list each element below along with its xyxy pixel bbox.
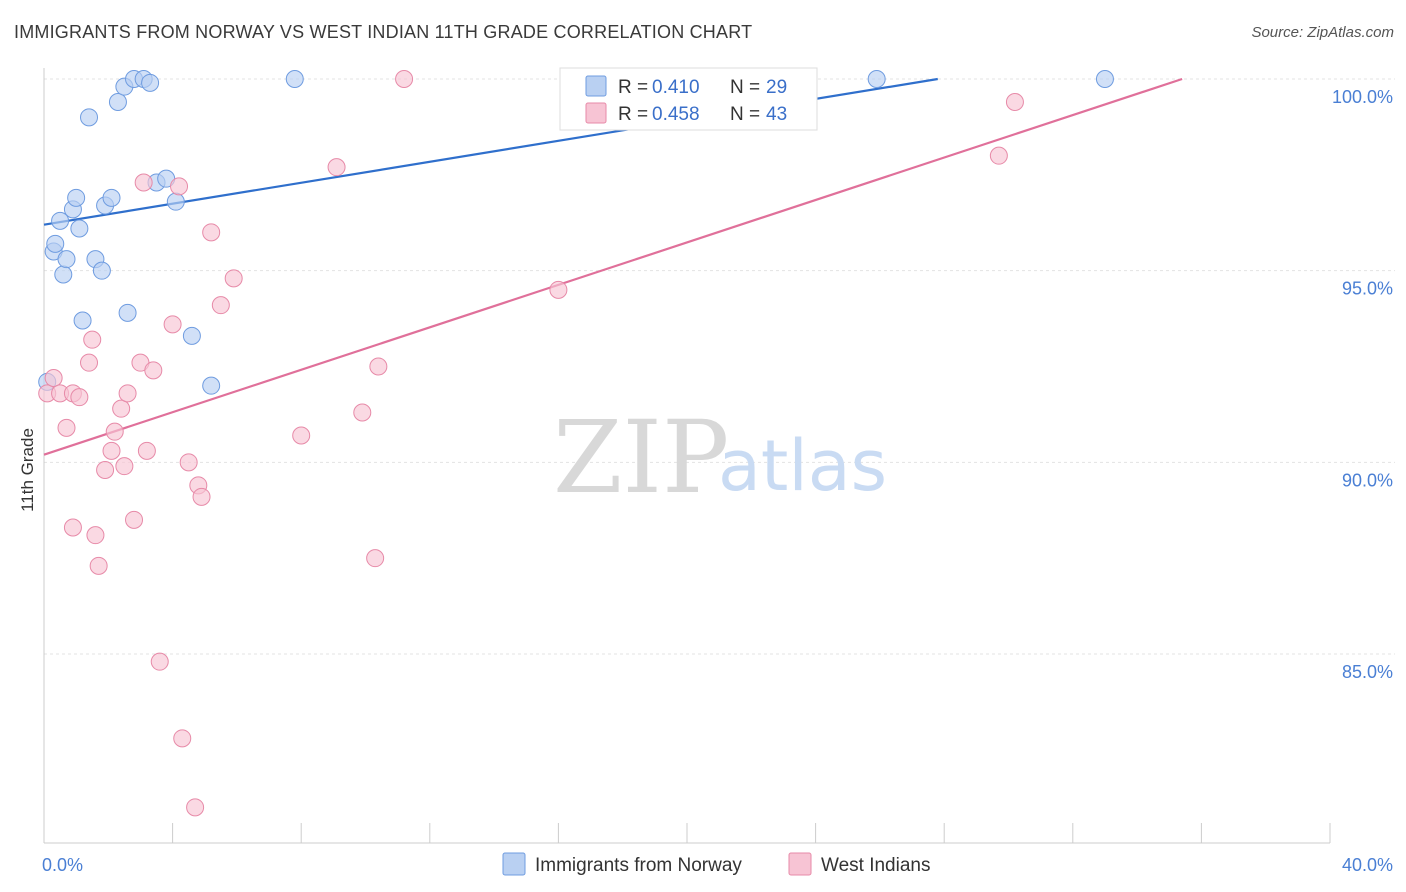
data-point-west-indians: [63, 518, 82, 537]
data-point-west-indians: [144, 361, 163, 380]
watermark-atlas: atlas: [718, 425, 887, 507]
data-point-norway: [202, 376, 221, 395]
y-tick-labels: 100.0% 95.0% 90.0% 85.0%: [1332, 87, 1393, 682]
data-point-norway: [92, 261, 111, 280]
legend-n-label: N =: [730, 104, 760, 125]
x-tick-label: 40.0%: [1342, 855, 1393, 875]
y-tick-label: 85.0%: [1342, 662, 1393, 682]
y-tick-label: 90.0%: [1342, 470, 1393, 490]
data-point-west-indians: [44, 369, 63, 387]
y-tick-label: 95.0%: [1342, 279, 1393, 299]
y-tick-label: 100.0%: [1332, 87, 1393, 107]
data-point-norway: [1095, 70, 1114, 88]
data-point-norway: [51, 211, 70, 230]
data-point-west-indians: [150, 652, 169, 671]
x-tick-labels: 0.0% 40.0%: [42, 855, 1393, 875]
data-point-norway: [867, 70, 886, 88]
data-point-west-indians: [112, 399, 131, 418]
legend-n-value: 29: [766, 77, 787, 98]
legend-r-label: R =: [618, 77, 648, 98]
data-point-norway: [108, 93, 127, 111]
data-point-norway: [46, 234, 65, 253]
data-point-west-indians: [105, 422, 124, 441]
data-point-norway: [166, 192, 185, 211]
data-point-west-indians: [192, 487, 211, 506]
y-axis-label: 11th Grade: [18, 428, 37, 512]
data-point-west-indians: [96, 461, 115, 479]
data-point-west-indians: [115, 457, 134, 476]
bottom-legend-label-norway: Immigrants from Norway: [535, 855, 742, 876]
data-point-west-indians: [224, 269, 243, 288]
legend-swatch-west-indians: [585, 102, 607, 124]
data-point-west-indians: [86, 526, 105, 545]
legend-swatch-norway: [585, 75, 607, 97]
data-point-norway: [67, 188, 86, 207]
data-point-norway: [54, 265, 73, 284]
legend-n-value: 43: [766, 104, 787, 125]
legend-r-value: 0.410: [652, 77, 700, 98]
data-point-west-indians: [366, 549, 385, 568]
watermark-zip: ZIP: [553, 399, 729, 516]
bottom-legend: Immigrants from Norway West Indians: [502, 852, 930, 876]
data-point-west-indians: [118, 384, 137, 403]
data-point-norway: [70, 219, 89, 238]
data-point-norway: [285, 70, 304, 88]
data-point-west-indians: [137, 441, 156, 460]
bottom-legend-label-west-indians: West Indians: [821, 855, 930, 876]
data-point-west-indians: [163, 315, 182, 334]
legend-r-value: 0.458: [652, 104, 700, 125]
data-point-west-indians: [170, 177, 189, 196]
data-point-west-indians: [89, 556, 108, 575]
data-point-norway: [118, 303, 137, 322]
data-point-west-indians: [549, 280, 568, 299]
legend-n-label: N =: [730, 77, 760, 98]
data-point-west-indians: [83, 330, 102, 349]
data-point-west-indians: [327, 158, 346, 177]
data-point-west-indians: [395, 70, 414, 88]
x-tick-label: 0.0%: [42, 855, 83, 875]
data-point-west-indians: [179, 453, 198, 472]
bottom-legend-swatch-norway: [502, 852, 526, 876]
data-point-west-indians: [186, 798, 205, 817]
trend-line-west-indians: [43, 77, 1183, 456]
bottom-legend-swatch-west-indians: [788, 852, 812, 876]
chart-source: Source: ZipAtlas.com: [1251, 24, 1394, 41]
data-point-west-indians: [353, 403, 372, 422]
data-point-west-indians: [102, 441, 121, 460]
data-point-west-indians: [1005, 93, 1024, 111]
axes: [43, 68, 1331, 844]
data-point-west-indians: [80, 353, 99, 372]
data-point-west-indians: [211, 296, 230, 315]
data-point-norway: [182, 326, 201, 345]
gridlines: [44, 78, 1395, 655]
data-point-west-indians: [202, 223, 221, 242]
data-point-west-indians: [292, 426, 311, 445]
data-point-norway: [73, 311, 92, 330]
data-point-norway: [102, 188, 121, 207]
chart-title: IMMIGRANTS FROM NORWAY VS WEST INDIAN 11…: [14, 22, 753, 42]
legend-r-label: R =: [618, 104, 648, 125]
data-point-west-indians: [989, 146, 1008, 165]
data-point-norway: [141, 73, 160, 92]
data-point-west-indians: [70, 388, 89, 407]
data-point-west-indians: [134, 173, 153, 192]
data-point-west-indians: [125, 510, 144, 529]
data-point-norway: [57, 250, 76, 269]
data-point-west-indians: [369, 357, 388, 376]
legend-box: R = 0.410 N = 29 R = 0.458 N = 43: [559, 67, 818, 131]
data-points: [38, 70, 1114, 817]
data-point-west-indians: [173, 729, 192, 748]
data-point-norway: [80, 108, 99, 127]
data-point-west-indians: [57, 418, 76, 437]
